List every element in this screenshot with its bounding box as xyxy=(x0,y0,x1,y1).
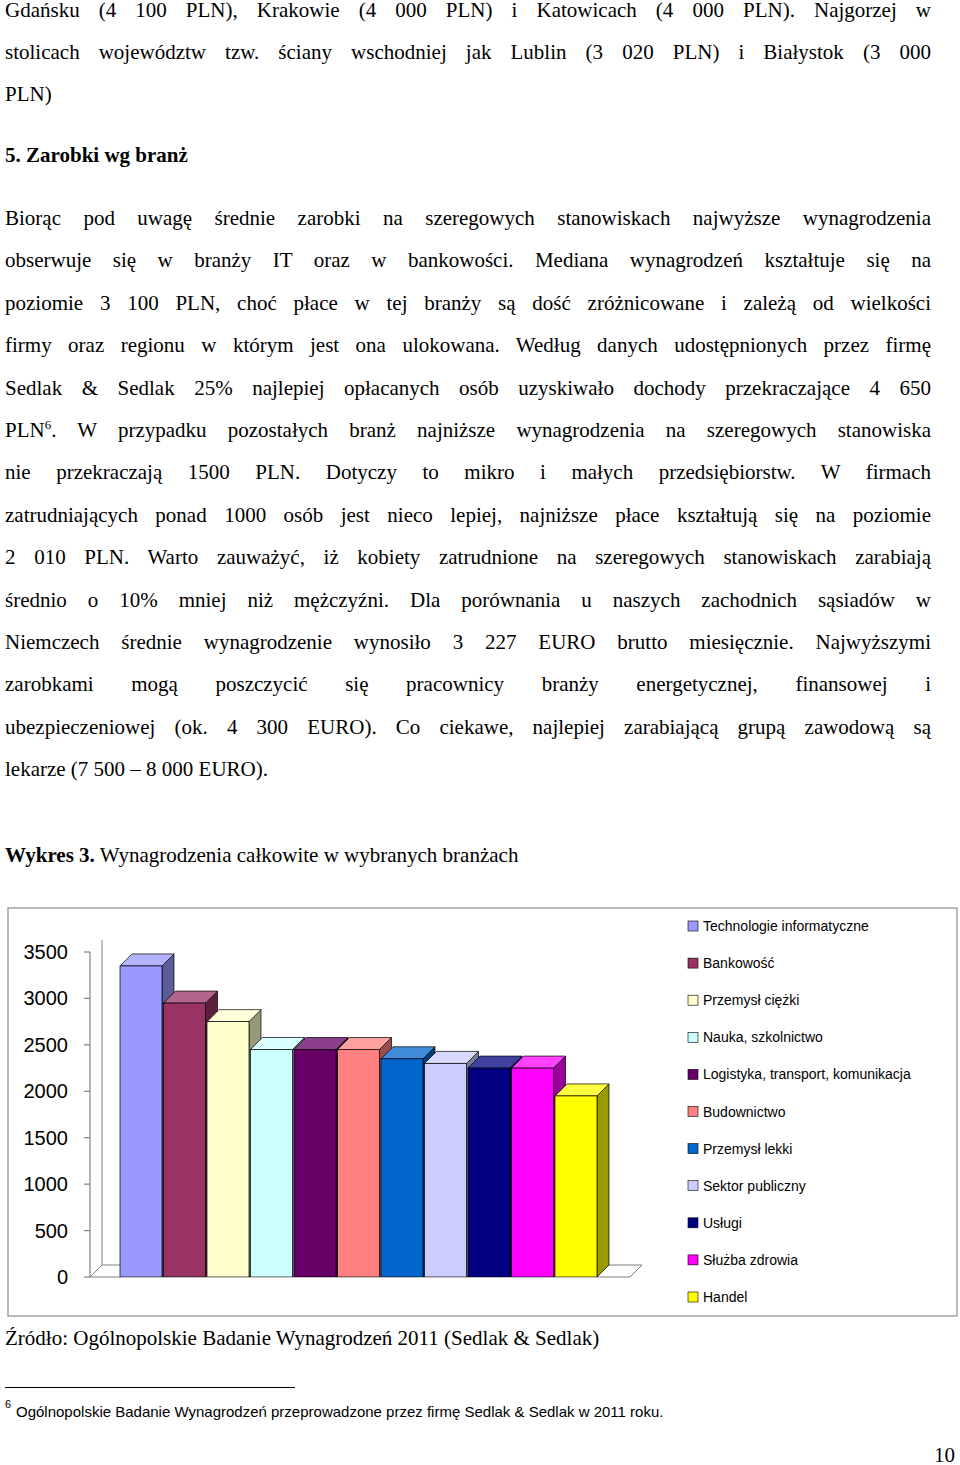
y-tick-label: 1000 xyxy=(24,1173,69,1195)
text-line: Sedlak & Sedlak 25% najlepiej opłacanych… xyxy=(5,367,931,409)
chart-frame xyxy=(8,908,957,1316)
bar-top xyxy=(555,1084,609,1096)
floor-edge xyxy=(630,1265,642,1277)
bar xyxy=(294,1050,336,1278)
bar xyxy=(468,1068,510,1277)
legend-swatch xyxy=(688,995,698,1005)
legend-entry: Technologie informatyczne xyxy=(703,918,869,934)
text-line: obserwuje się w branży IT oraz w bankowo… xyxy=(5,239,931,281)
y-tick xyxy=(84,1091,90,1092)
bar-top xyxy=(207,1010,261,1022)
bar xyxy=(251,1050,293,1278)
text-line: ubezpieczeniowej (ok. 4 300 EURO). Co ci… xyxy=(5,706,931,748)
chart: 0 500 1000 1500 2000 2500 3000 3500 Technologie … xyxy=(0,0,960,1465)
footnote-number: 6 xyxy=(5,1398,11,1410)
y-tick xyxy=(84,1137,90,1138)
legend-entry: Służba zdrowia xyxy=(703,1252,798,1268)
bars xyxy=(120,954,609,1277)
y-tick xyxy=(84,1044,90,1045)
text-line: PLN) xyxy=(5,73,931,115)
y-tick-label: 1500 xyxy=(24,1127,69,1149)
footnote-ref: 6 xyxy=(45,417,52,432)
legend-entry: Sektor publiczny xyxy=(703,1178,806,1194)
legend-swatch xyxy=(688,1218,698,1228)
floor-edge xyxy=(90,1265,102,1277)
legend-entry: Bankowość xyxy=(703,955,775,971)
text-line: średnio o 10% mniej niż mężczyźni. Dla p… xyxy=(5,579,931,621)
bar-top xyxy=(164,991,218,1003)
bar xyxy=(120,966,162,1277)
footnote-separator xyxy=(5,1387,295,1388)
bar xyxy=(164,1003,206,1277)
y-tick-label: 3000 xyxy=(24,987,69,1009)
legend-entry: Handel xyxy=(703,1289,747,1305)
bar-top xyxy=(338,1038,392,1050)
caption-label: Wykres 3. xyxy=(5,843,95,867)
text-line: stolicach województw tzw. ściany wschodn… xyxy=(5,31,931,73)
y-tick-label: 2000 xyxy=(24,1080,69,1102)
legend-entry: Usługi xyxy=(703,1215,742,1231)
text-line: firmy oraz regionu w którym jest ona ulo… xyxy=(5,324,931,366)
bar-top xyxy=(120,954,174,966)
text-line: Niemczech średnie wynagrodzenie wynosiło… xyxy=(5,621,931,663)
text-span: PLN xyxy=(5,418,45,442)
y-tick xyxy=(84,1230,90,1231)
legend-swatch xyxy=(688,1255,698,1265)
legend-entry: Logistyka, transport, komunikacja xyxy=(703,1066,911,1082)
y-tick-label: 3500 xyxy=(24,941,69,963)
text-line: poziomie 3 100 PLN, choć płace w tej bra… xyxy=(5,282,931,324)
legend-entry: Przemysł ciężki xyxy=(703,992,799,1008)
heading: 5. Zarobki wg branż xyxy=(5,134,188,176)
y-tick-label: 2500 xyxy=(24,1034,69,1056)
text-line: lekarze (7 500 – 8 000 EURO). xyxy=(5,748,931,790)
y-tick xyxy=(84,951,90,952)
legend-entry: Przemysł lekki xyxy=(703,1141,792,1157)
y-tick-label: 500 xyxy=(35,1220,68,1242)
y-tick-label: 0 xyxy=(57,1266,68,1288)
legend-swatch xyxy=(688,1107,698,1117)
text-line: 2 010 PLN. Warto zauważyć, iż kobiety za… xyxy=(5,536,931,578)
bar xyxy=(338,1050,380,1278)
bar xyxy=(207,1022,249,1277)
legend-swatch xyxy=(688,1292,698,1302)
y-axis xyxy=(89,952,90,1277)
bar-group xyxy=(555,1084,609,1277)
legend-swatch xyxy=(688,1144,698,1154)
text-line: zarobkami mogą poszczycić się pracownicy… xyxy=(5,663,931,705)
text-line: Biorąc pod uwagę średnie zarobki na szer… xyxy=(5,197,931,239)
chart-title: Wynagrodzenia całkowite w wybranych bran… xyxy=(100,843,519,867)
bar xyxy=(425,1063,467,1277)
bar xyxy=(555,1096,597,1277)
text-span: . W przypadku pozostałych branż najniższ… xyxy=(51,418,931,442)
bar xyxy=(512,1068,554,1277)
y-tick xyxy=(84,1276,90,1277)
bar-top xyxy=(425,1051,479,1063)
y-tick xyxy=(84,1184,90,1185)
bar-side xyxy=(597,1084,609,1277)
source: Źródło: Ogólnopolskie Badanie Wynagrodze… xyxy=(5,1317,599,1359)
bar-top xyxy=(512,1056,566,1068)
legend-swatch xyxy=(688,1032,698,1042)
back-wall xyxy=(102,940,103,1265)
footnote-text: Ogólnopolskie Badanie Wynagrodzeń przepr… xyxy=(16,1403,663,1420)
text-line: nie przekraczają 1500 PLN. Dotyczy to mi… xyxy=(5,451,931,493)
legend-swatch xyxy=(688,921,698,931)
y-tick xyxy=(84,998,90,999)
caption: Wykres 3.Wynagrodzenia całkowite w wybra… xyxy=(5,834,518,876)
page-number: 10 xyxy=(880,1434,955,1465)
legend-entry: Budownictwo xyxy=(703,1104,786,1120)
text-line: zatrudniających ponad 1000 osób jest nie… xyxy=(5,494,931,536)
legend-entry: Nauka, szkolnictwo xyxy=(703,1029,823,1045)
text-line: Gdańsku (4 100 PLN), Krakowie (4 000 PLN… xyxy=(5,0,931,31)
bar-top xyxy=(381,1047,435,1059)
legend-swatch xyxy=(688,1181,698,1191)
bar xyxy=(381,1059,423,1277)
legend-swatch xyxy=(688,1069,698,1079)
page: Gdańsku (4 100 PLN), Krakowie (4 000 PLN… xyxy=(0,0,960,1465)
text-line: PLN6. W przypadku pozostałych branż najn… xyxy=(5,409,931,451)
legend-swatch xyxy=(688,958,698,968)
